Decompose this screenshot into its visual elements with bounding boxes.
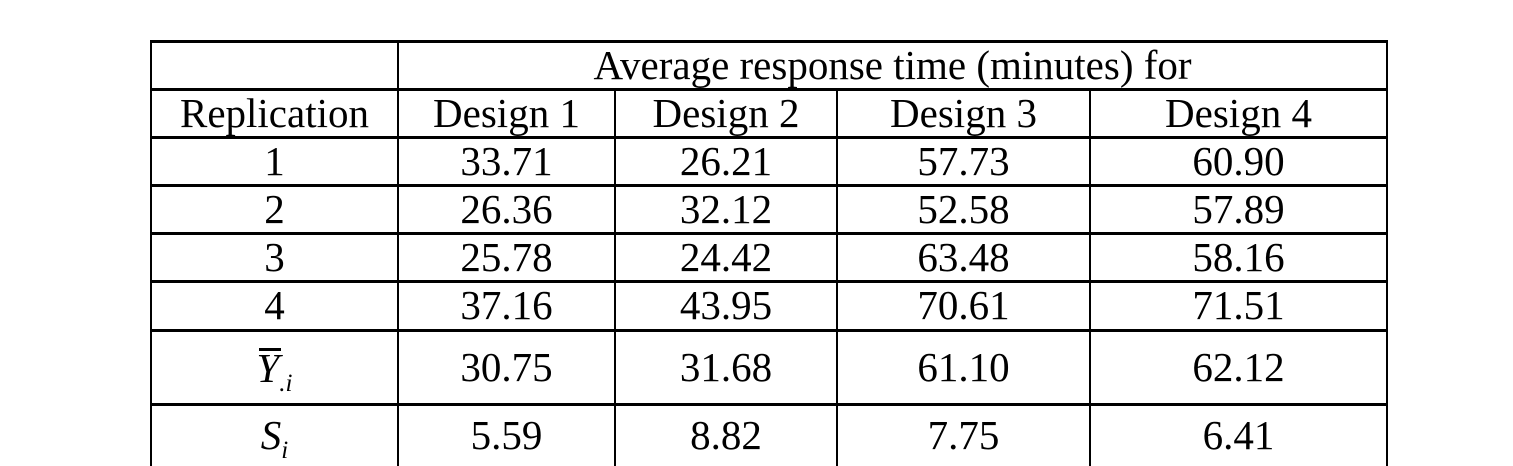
mean-value-cell: 61.10 (836, 328, 1091, 406)
stdev-value-cell: 8.82 (614, 402, 838, 466)
empty-corner-cell (150, 39, 399, 92)
stdev-value-cell: 6.41 (1089, 402, 1388, 466)
mean-value-cell: 31.68 (614, 328, 838, 406)
value-cell: 63.48 (836, 232, 1091, 284)
value-cell: 37.16 (397, 280, 616, 332)
mean-symbol-subscript: .i (279, 369, 293, 397)
value-cell: 60.90 (1089, 136, 1388, 188)
mean-value-cell: 30.75 (397, 328, 616, 406)
mean-symbol-cell: Y.i (150, 328, 399, 406)
value-cell: 71.51 (1089, 280, 1388, 332)
response-time-table: Average response time (minutes) for Repl… (150, 39, 1388, 466)
value-cell: 26.36 (397, 184, 616, 236)
value-cell: 33.71 (397, 136, 616, 188)
table-title-cell: Average response time (minutes) for (397, 39, 1388, 92)
stdev-value-cell: 5.59 (397, 402, 616, 466)
replication-header-cell: Replication (150, 88, 399, 140)
design-2-header-cell: Design 2 (614, 88, 838, 140)
value-cell: 26.21 (614, 136, 838, 188)
table-row-replication-4: 4 37.16 43.95 70.61 71.51 (150, 280, 1388, 332)
value-cell: 58.16 (1089, 232, 1388, 284)
value-cell: 70.61 (836, 280, 1091, 332)
mean-symbol-base: Y (256, 344, 280, 391)
design-1-header-cell: Design 1 (397, 88, 616, 140)
mean-value-cell: 62.12 (1089, 328, 1388, 406)
replication-number-cell: 3 (150, 232, 399, 284)
mean-row: Y.i 30.75 31.68 61.10 62.12 (150, 328, 1388, 406)
design-3-header-cell: Design 3 (836, 88, 1091, 140)
value-cell: 25.78 (397, 232, 616, 284)
overbar-accent (259, 347, 282, 351)
value-cell: 57.89 (1089, 184, 1388, 236)
stdev-symbol-cell: Si (150, 402, 399, 466)
stdev-row: Si 5.59 8.82 7.75 6.41 (150, 402, 1388, 466)
column-header-row: Replication Design 1 Design 2 Design 3 D… (150, 88, 1388, 140)
s-symbol: Si (260, 412, 288, 463)
replication-number-cell: 1 (150, 136, 399, 188)
table-row-replication-1: 1 33.71 26.21 57.73 60.90 (150, 136, 1388, 188)
stdev-symbol-base: S (260, 412, 282, 459)
ybar-symbol: Y.i (256, 344, 292, 396)
value-cell: 24.42 (614, 232, 838, 284)
stdev-value-cell: 7.75 (836, 402, 1091, 466)
value-cell: 57.73 (836, 136, 1091, 188)
table-row-replication-3: 3 25.78 24.42 63.48 58.16 (150, 232, 1388, 284)
value-cell: 43.95 (614, 280, 838, 332)
replication-number-cell: 4 (150, 280, 399, 332)
design-4-header-cell: Design 4 (1089, 88, 1388, 140)
value-cell: 52.58 (836, 184, 1091, 236)
stdev-symbol-subscript: i (281, 437, 289, 465)
value-cell: 32.12 (614, 184, 838, 236)
table-row-replication-2: 2 26.36 32.12 52.58 57.89 (150, 184, 1388, 236)
replication-number-cell: 2 (150, 184, 399, 236)
table-title-row: Average response time (minutes) for (150, 39, 1388, 92)
